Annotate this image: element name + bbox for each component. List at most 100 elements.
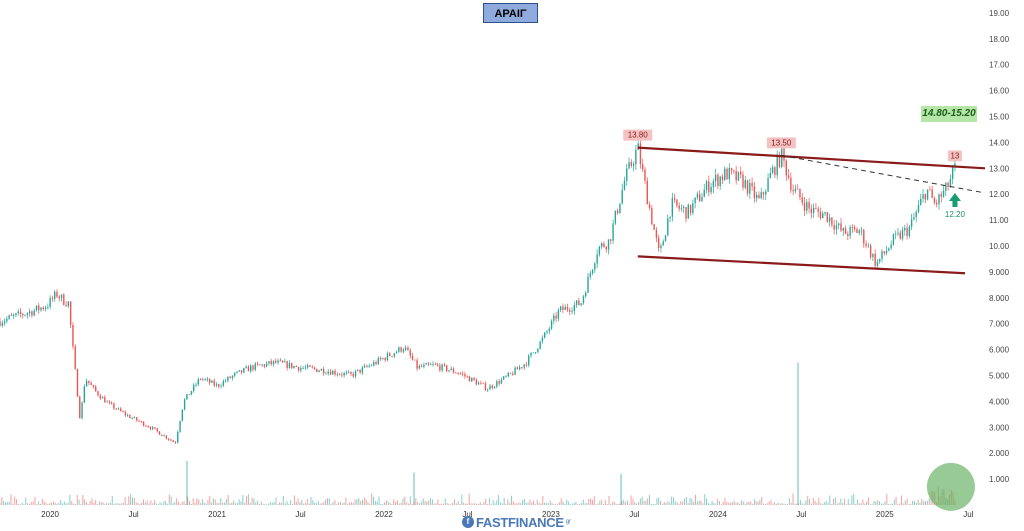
volume-bar [619,503,621,505]
candle-body [163,435,165,437]
candle-body [256,363,259,365]
candle-body [17,311,19,314]
candle-body [354,370,357,377]
candle-body [129,415,131,419]
volume-bar [442,503,444,505]
volume-bar [157,504,159,505]
candle-body [234,372,236,376]
candle-body [701,197,703,202]
volume-bar [726,501,728,505]
candle-body [694,197,696,204]
candle-body [947,182,949,188]
candle-body [142,421,145,426]
volume-bar [825,500,827,505]
candle-body [867,245,870,247]
volume-bar [319,503,321,505]
volume-spike [620,473,622,505]
volume-bar [200,503,202,505]
candle-body [432,363,434,365]
candle-body [942,190,945,197]
volume-bar [518,502,520,505]
volume-bar [608,495,610,505]
candle-body [363,365,366,368]
x-tick-label: 2021 [208,510,226,519]
candle-body [698,194,701,202]
candle-body [644,169,646,181]
volume-bar [1,497,3,505]
candle-body [728,168,731,180]
candle-body [236,371,238,373]
candle-body [268,361,270,364]
volume-bar [860,503,862,505]
candle-body [152,427,154,430]
volume-bar [374,500,376,505]
volume-bar [862,499,864,505]
candle-body [559,306,562,311]
volume-bar [330,504,332,505]
annotation-label: 13.80 [628,131,649,140]
candle-body [434,363,437,365]
volume-bar [233,500,235,505]
volume-bar [588,498,590,505]
candle-body [231,375,234,379]
volume-bar [713,503,715,505]
volume-bar [915,502,917,505]
candle-body [831,217,833,226]
support-label: 12.20 [945,210,966,219]
candle-body [799,188,801,198]
logo-text: FASTFINANCE [476,514,564,530]
candle-body [439,365,441,371]
candle-body [913,217,915,220]
candle-body [509,372,512,374]
volume-bar [833,498,835,505]
candle-body [762,192,765,195]
volume-bar [290,500,292,505]
volume-bar [338,502,340,505]
volume-bar [636,503,638,505]
candle-body [881,251,883,259]
candle-body [705,181,708,190]
candle-body [726,168,728,180]
candle-body [885,250,888,254]
candle-body [245,366,247,369]
candle-body [51,297,54,299]
candle-body [122,411,124,412]
candle-body [844,228,847,234]
volume-bar [336,504,338,505]
volume-bar [711,501,713,505]
candle-body [849,227,851,237]
volume-bar [836,503,838,505]
candle-body [840,223,842,231]
candle-body [154,427,156,429]
candle-body [411,355,414,360]
volume-bar [5,502,7,505]
candle-body [270,361,272,365]
volume-bar [238,499,240,505]
candle-body [366,365,368,367]
volume-bar [47,504,49,505]
volume-bar [227,494,229,505]
candle-body [610,239,612,241]
volume-bar [678,503,680,505]
volume-bar [220,498,222,505]
candle-body [571,311,573,312]
volume-bar [514,503,516,505]
candle-body [0,321,1,326]
x-tick-label: 2025 [876,510,894,519]
volume-bar [742,501,744,505]
candle-body [389,353,391,356]
candle-body [332,370,334,375]
volume-bar [417,502,419,505]
volume-bar [926,500,928,505]
volume-bar [148,503,150,505]
candle-body [183,399,186,410]
volume-bar [119,503,121,505]
volume-bar [297,498,299,505]
volume-bar [566,499,568,505]
candle-body [240,370,243,373]
volume-bar [32,501,34,505]
volume-bar [155,503,157,505]
volume-bar [560,498,562,505]
annotation-bg [766,137,796,149]
